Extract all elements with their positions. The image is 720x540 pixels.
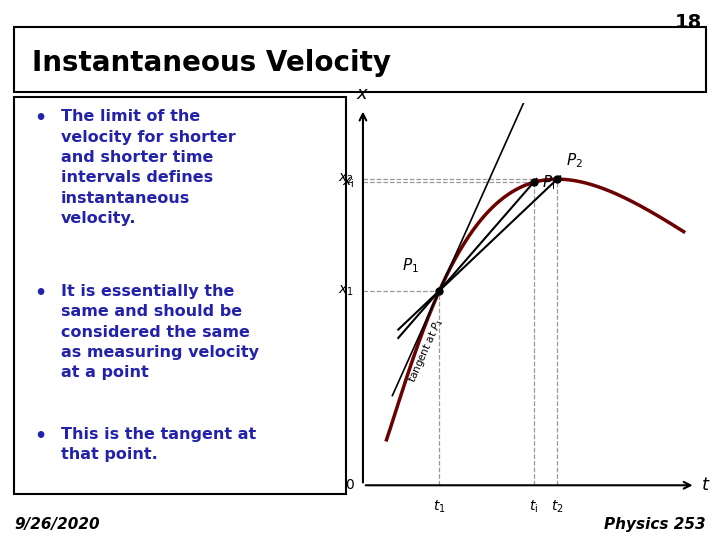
Text: $t_1$: $t_1$ — [433, 499, 446, 516]
Text: It is essentially the
same and should be
considered the same
as measuring veloci: It is essentially the same and should be… — [60, 284, 258, 380]
Text: $P_2$: $P_2$ — [566, 151, 583, 170]
Text: •: • — [35, 109, 46, 128]
Text: $x_2$: $x_2$ — [338, 172, 354, 186]
Text: $P_{\mathrm{i}}$: $P_{\mathrm{i}}$ — [542, 173, 556, 192]
Text: $t_2$: $t_2$ — [551, 499, 564, 516]
Text: 9/26/2020: 9/26/2020 — [14, 517, 100, 532]
Text: $x_1$: $x_1$ — [338, 284, 354, 298]
Text: •: • — [35, 284, 46, 303]
Text: The limit of the
velocity for shorter
and shorter time
intervals defines
instant: The limit of the velocity for shorter an… — [60, 109, 235, 226]
Text: $t_{\mathrm{i}}$: $t_{\mathrm{i}}$ — [529, 499, 539, 516]
Text: Instantaneous Velocity: Instantaneous Velocity — [32, 49, 391, 77]
Text: 18: 18 — [675, 14, 702, 32]
Text: •: • — [35, 427, 46, 446]
Text: $P_1$: $P_1$ — [402, 256, 419, 275]
Text: $t$: $t$ — [701, 476, 711, 494]
Text: tangent at $P_1$: tangent at $P_1$ — [405, 316, 446, 386]
Text: $x$: $x$ — [356, 85, 369, 103]
Text: $x_{\mathrm{i}}$: $x_{\mathrm{i}}$ — [342, 175, 354, 190]
Text: This is the tangent at
that point.: This is the tangent at that point. — [60, 427, 256, 462]
Text: 0: 0 — [346, 478, 354, 492]
Text: Physics 253: Physics 253 — [604, 517, 706, 532]
